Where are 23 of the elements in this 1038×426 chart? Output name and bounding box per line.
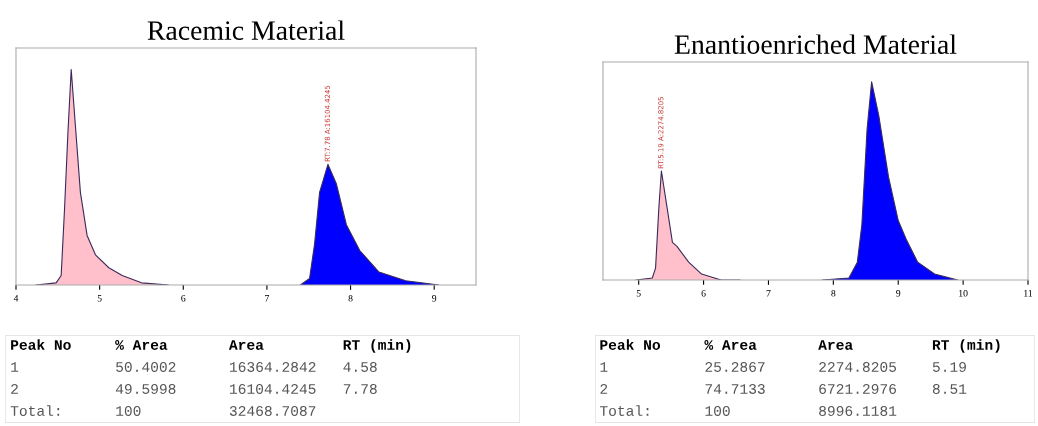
x-tick-label: 5 — [97, 295, 102, 302]
text: 1 25.2867 2274.8205 5.19 — [600, 362, 966, 372]
x-tick-label: 9 — [896, 290, 901, 297]
x-tick-label: 6 — [701, 290, 706, 297]
x-tick-label: 9 — [432, 295, 437, 302]
text: Peak No % Area Area RT (min) — [600, 339, 1000, 353]
text: 1 50.4002 16364.2842 4.58 — [11, 362, 377, 372]
x-tick-label: 5 — [636, 290, 641, 297]
x-tick-label: 8 — [348, 295, 353, 302]
text: 2 49.5998 16104.4245 7.78 — [11, 384, 377, 394]
text: Total: 100 32468.7087 — [10, 405, 316, 416]
chart-title: Racemic Material — [147, 20, 345, 40]
x-tick-label: 6 — [181, 295, 186, 302]
x-tick-label: 4 — [13, 295, 19, 302]
text: 2 74.7133 6721.2976 8.51 — [600, 384, 967, 394]
text: Total: 100 8996.1181 — [599, 405, 897, 416]
text: Peak No % Area Area RT (min) — [11, 339, 411, 353]
chart-title: Enantioenriched Material — [674, 34, 957, 54]
x-tick-label: 7 — [265, 295, 270, 302]
x-tick-label: 10 — [959, 290, 968, 297]
x-tick-label: 7 — [766, 290, 771, 297]
x-tick-label: 8 — [831, 290, 836, 297]
x-tick-label: 11 — [1024, 290, 1033, 297]
